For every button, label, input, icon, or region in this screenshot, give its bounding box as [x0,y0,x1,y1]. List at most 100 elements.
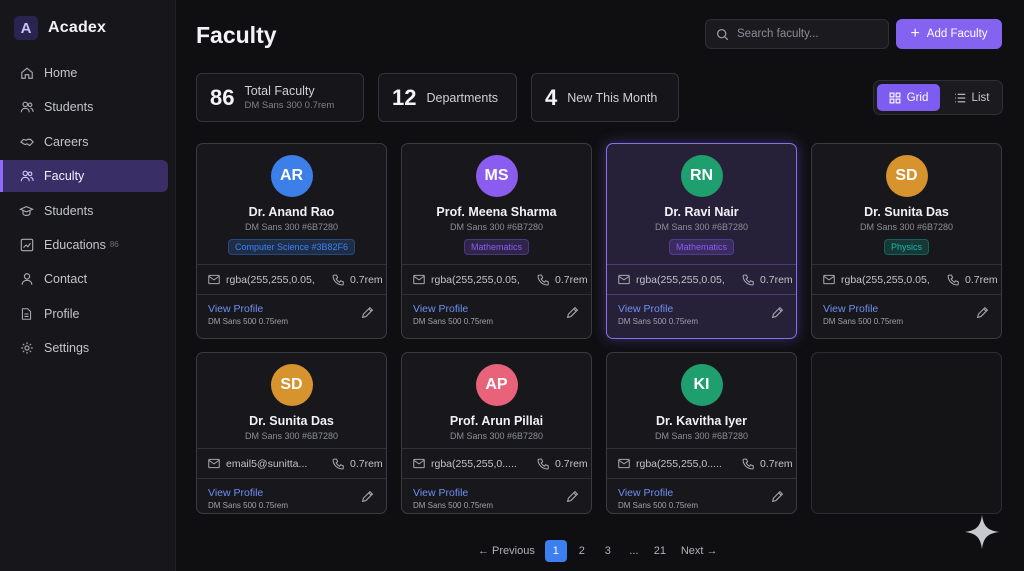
phone-contact[interactable]: 0.7rem [332,458,383,470]
sidebar-item-students[interactable]: Students [0,91,168,123]
grid-icon [889,92,901,104]
view-profile-link[interactable]: View Profile [208,487,264,499]
sidebar-item-label: Contact [44,272,88,287]
view-profile-link[interactable]: View Profile [618,487,674,499]
sidebar-item-label: Home [44,66,78,80]
edit-pencil-icon[interactable] [976,306,989,324]
card-actions: View Profile DM Sans 500 0.75rem [607,479,796,513]
faculty-meta: DM Sans 300 #6B7280 [654,222,749,232]
view-profile-link[interactable]: View Profile [208,303,264,315]
phone-text: 0.7rem [555,457,588,470]
phone-icon [742,458,754,470]
faculty-card[interactable]: MS Prof. Meena Sharma DM Sans 300 #6B728… [401,143,592,339]
plus-icon: + [910,25,920,42]
previous-page-button[interactable]: ← Previous [478,545,535,557]
phone-icon [537,274,549,286]
view-profile-sub: DM Sans 500 0.75rem [618,317,699,326]
mail-icon [823,274,835,285]
sidebar-item-home[interactable]: Home [0,57,168,89]
sidebar-item-faculty[interactable]: Faculty [0,160,168,193]
phone-text: 0.7rem [555,273,588,286]
phone-text: 0.7rem [350,457,383,470]
empty-card-slot [811,352,1002,514]
faculty-card[interactable]: AR Dr. Anand Rao DM Sans 300 #6B7280 Com… [196,143,387,339]
email-contact[interactable]: rgba(255,255,0..... [618,458,726,470]
next-page-button[interactable]: Next → [680,545,718,557]
email-contact[interactable]: rgba(255,255,0.05, [208,274,316,286]
contact-row: rgba(255,255,0.05, 0.7rem [197,264,386,295]
view-profile-link[interactable]: View Profile [823,303,879,315]
list-view-button[interactable]: List [944,84,999,111]
faculty-card[interactable]: KI Dr. Kavitha Iyer DM Sans 300 #6B7280 … [606,352,797,514]
faculty-name: Prof. Meena Sharma [436,205,557,219]
card-actions: View Profile DM Sans 500 0.75rem [402,479,591,513]
sparkle-icon[interactable] [963,513,1001,556]
faculty-meta: DM Sans 300 #6B7280 [449,222,544,232]
faculty-meta: DM Sans 300 #6B7280 [449,431,544,441]
avatar: SD [270,364,313,406]
email-contact[interactable]: rgba(255,255,0.05, [618,274,726,286]
page-3-button[interactable]: 3 [604,545,611,557]
mail-icon [413,274,425,285]
search-box[interactable] [705,19,889,49]
email-text: rgba(255,255,0..... [431,457,517,470]
edit-pencil-icon[interactable] [771,306,784,324]
avatar: AR [270,155,313,197]
faculty-card[interactable]: SD Dr. Sunita Das DM Sans 300 #6B7280 em… [196,352,387,514]
phone-contact[interactable]: 0.7rem [537,274,588,286]
view-toggle: Grid List [873,80,1003,115]
avatar: MS [475,155,518,197]
sidebar-item-students-2[interactable]: Students [0,195,168,227]
stat-label: New This Month [567,90,658,105]
chart-icon [19,237,34,252]
phone-contact[interactable]: 0.7rem [742,458,793,470]
search-input[interactable] [737,28,877,40]
sidebar-item-careers[interactable]: Careers [0,126,168,158]
faculty-card[interactable]: RN Dr. Ravi Nair DM Sans 300 #6B7280 Mat… [606,143,797,339]
faculty-meta: DM Sans 300 #6B7280 [244,431,339,441]
faculty-card[interactable]: SD Dr. Sunita Das DM Sans 300 #6B7280 Ph… [811,143,1002,339]
view-profile-link[interactable]: View Profile [413,487,469,499]
phone-icon [332,274,344,286]
email-text: rgba(255,255,0.05, [431,273,520,286]
brand[interactable]: A Acadex [14,16,106,40]
phone-contact[interactable]: 0.7rem [947,274,998,286]
faculty-name: Dr. Sunita Das [864,205,949,219]
view-profile-sub: DM Sans 500 0.75rem [823,317,904,326]
email-text: email5@sunitta... [226,457,308,470]
edit-pencil-icon[interactable] [566,306,579,324]
page-21-button[interactable]: 21 [653,545,666,557]
avatar: RN [680,155,723,197]
sidebar-item-profile[interactable]: Profile [0,298,168,330]
stat-new-this-month: 4 New This Month [531,73,679,122]
sidebar-item-contact[interactable]: Contact [0,263,168,295]
grid-view-button[interactable]: Grid [877,84,940,111]
edit-pencil-icon[interactable] [361,490,374,508]
view-profile-link[interactable]: View Profile [618,303,674,315]
edit-pencil-icon[interactable] [566,490,579,508]
add-faculty-button[interactable]: + Add Faculty [896,19,1002,49]
faculty-card[interactable]: AP Prof. Arun Pillai DM Sans 300 #6B7280… [401,352,592,514]
phone-contact[interactable]: 0.7rem [332,274,383,286]
page-1-button[interactable]: 1 [544,540,567,562]
add-faculty-label: Add Faculty [926,28,988,40]
sidebar-item-settings[interactable]: Settings [0,332,168,364]
email-contact[interactable]: rgba(255,255,0.05, [823,274,931,286]
page-2-button[interactable]: 2 [578,545,585,557]
mail-icon [208,274,220,285]
edit-pencil-icon[interactable] [771,490,784,508]
email-contact[interactable]: rgba(255,255,0..... [413,458,521,470]
department-tag: Mathematics [463,239,530,255]
faculty-meta: DM Sans 300 #6B7280 [244,222,339,232]
email-contact[interactable]: rgba(255,255,0.05, [413,274,521,286]
card-actions: View Profile DM Sans 500 0.75rem [607,295,796,333]
department-tag: Physics [883,239,929,255]
sidebar-item-educations[interactable]: Educations 86 [0,229,168,261]
stat-label: Departments [426,90,499,105]
edit-pencil-icon[interactable] [361,306,374,324]
email-contact[interactable]: email5@sunitta... [208,458,316,470]
view-profile-link[interactable]: View Profile [413,303,469,315]
phone-contact[interactable]: 0.7rem [742,274,793,286]
grid-label: Grid [906,91,929,104]
phone-contact[interactable]: 0.7rem [537,458,588,470]
